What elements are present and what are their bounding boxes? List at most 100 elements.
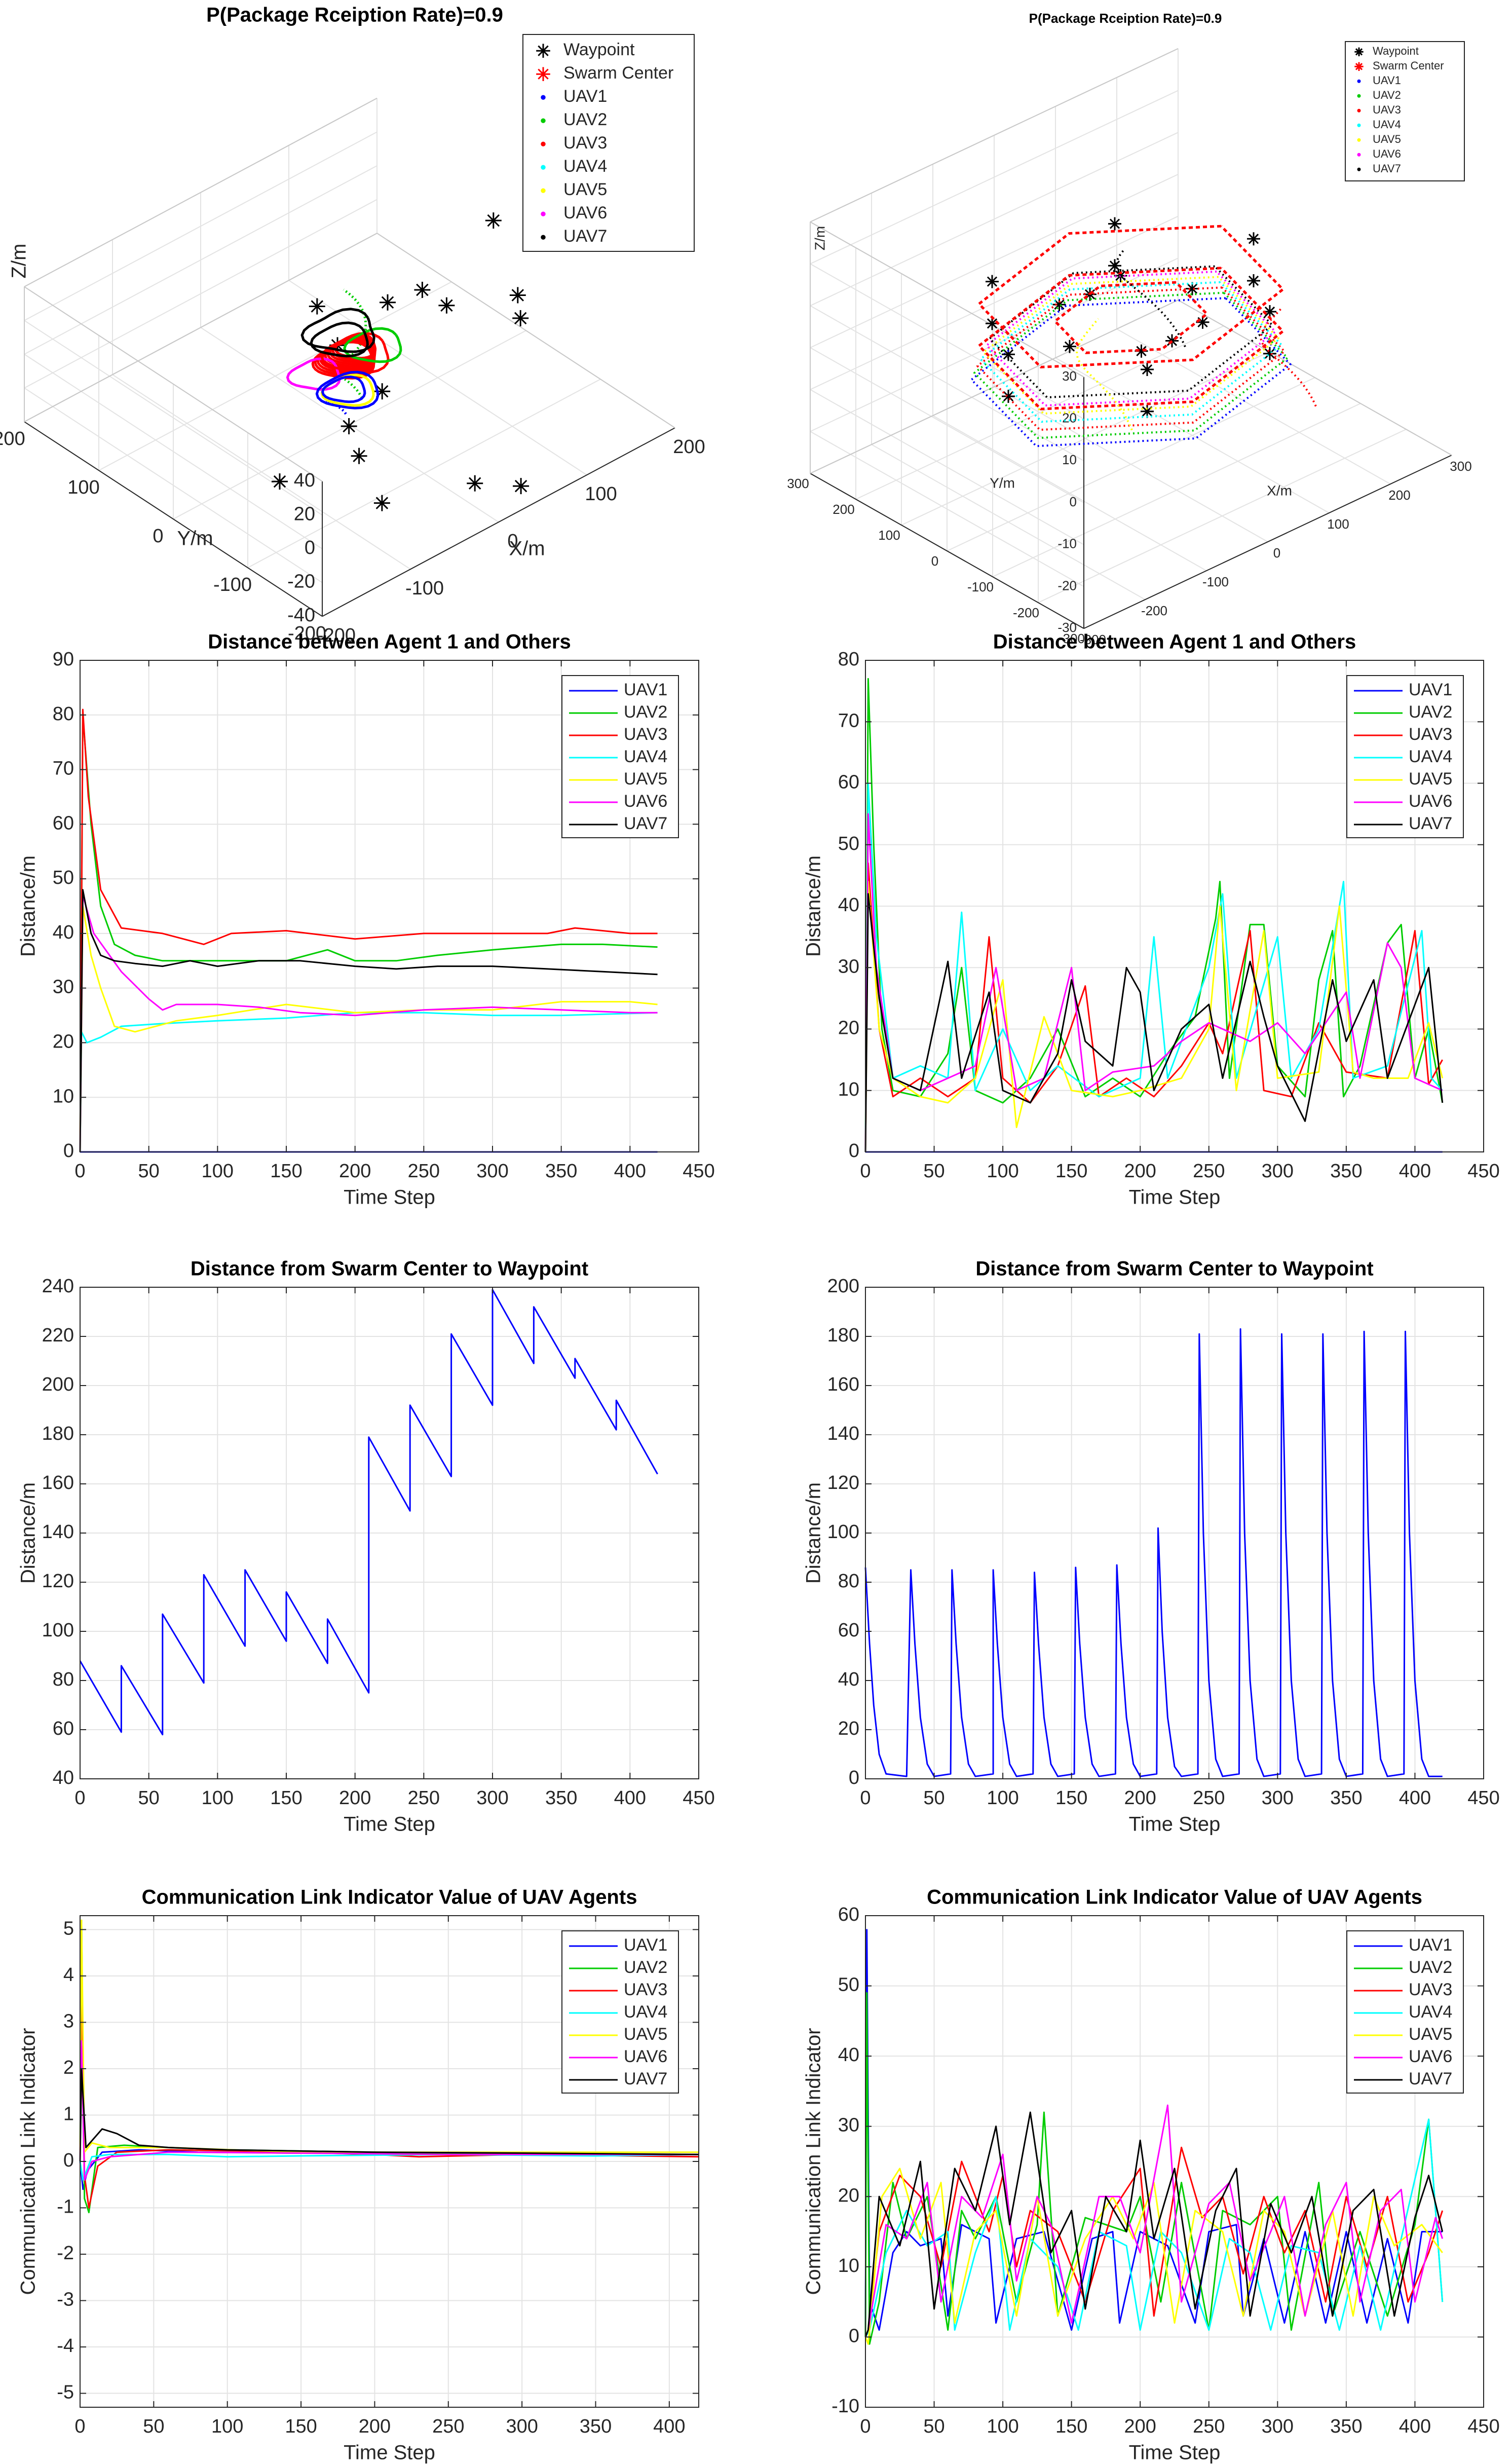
legend-label: UAV6 bbox=[1373, 147, 1401, 160]
asterisk-stroke bbox=[343, 420, 355, 433]
legend-label: UAV3 bbox=[563, 133, 607, 153]
waypoint-marker bbox=[438, 297, 455, 314]
y-tick-label: 50 bbox=[838, 1974, 859, 1996]
x-tick-label: 450 bbox=[683, 1161, 714, 1182]
x-tick-label: 400 bbox=[614, 1161, 646, 1182]
uav1-trajectory bbox=[315, 370, 380, 409]
y-tick-label: 40 bbox=[53, 922, 74, 943]
y-axis-label: Distance/m bbox=[803, 1482, 825, 1584]
chart-title: Distance from Swarm Center to Waypoint bbox=[975, 1258, 1373, 1280]
legend-label: UAV6 bbox=[624, 2047, 667, 2066]
waypoint-marker bbox=[986, 275, 999, 288]
legend-label: UAV6 bbox=[1409, 2047, 1452, 2066]
asterisk-stroke bbox=[1054, 299, 1065, 310]
legend-label: UAV7 bbox=[624, 2069, 667, 2088]
asterisk-stroke bbox=[440, 299, 453, 312]
legend-marker bbox=[541, 235, 546, 240]
x-tick-label: 0 bbox=[860, 2416, 871, 2437]
x-tick-label: 400 bbox=[1399, 1787, 1431, 1809]
y-tick-label: -3 bbox=[57, 2289, 74, 2310]
grid-floor bbox=[855, 325, 1224, 500]
box-edge bbox=[24, 286, 323, 482]
asterisk-stroke bbox=[311, 300, 324, 313]
uav-trajectory-dotted bbox=[973, 291, 1289, 439]
chart-title: Distance between Agent 1 and Others bbox=[208, 631, 571, 653]
y-tick-label: -100 bbox=[213, 574, 252, 595]
x-tick-label: 50 bbox=[923, 1787, 944, 1809]
x-tick-label: 200 bbox=[339, 1161, 371, 1182]
asterisk-stroke bbox=[353, 450, 365, 462]
chart-swarm_right: 0 50 100 150 200 250 300 350 400 450 0 20 40 60 80 100 1… bbox=[803, 1258, 1500, 1836]
asterisk-stroke bbox=[1142, 364, 1153, 375]
x-tick-label: 300 bbox=[1262, 2416, 1294, 2437]
uav-trajectory-dotted bbox=[970, 297, 1292, 447]
ticks: 0 50 100 150 200 250 300 350 400 450 40 60 80 100 120 1… bbox=[42, 1276, 715, 1809]
uav-trajectory-dotted bbox=[979, 281, 1282, 423]
legend-label: UAV5 bbox=[624, 769, 667, 789]
waypoint-marker bbox=[509, 287, 526, 304]
y-tick-label: 200 bbox=[0, 428, 25, 450]
y-tick-label: -10 bbox=[831, 2396, 859, 2417]
x-axis-line bbox=[322, 427, 675, 617]
legend-label: UAV2 bbox=[563, 110, 607, 129]
x-tick-label: 300 bbox=[1262, 1161, 1294, 1182]
grid-floor bbox=[901, 351, 1270, 526]
uav2-trajectory bbox=[332, 288, 367, 399]
x-tick-label: 100 bbox=[987, 1161, 1018, 1182]
y-tick-label: 0 bbox=[153, 526, 163, 547]
x-tick-label: 250 bbox=[1193, 1787, 1225, 1809]
legend-label: UAV1 bbox=[1409, 680, 1452, 699]
legend-label: UAV5 bbox=[624, 2025, 667, 2044]
y-tick-label: 70 bbox=[53, 758, 74, 779]
legend-marker bbox=[1357, 167, 1361, 171]
series-line-uav7 bbox=[79, 2068, 699, 2162]
x-tick-label: -100 bbox=[1202, 574, 1229, 589]
x-tick-label: 200 bbox=[1124, 2416, 1156, 2437]
x-tick-label: 400 bbox=[1399, 2416, 1431, 2437]
grid-wall bbox=[810, 305, 1084, 462]
x-axis-line bbox=[1083, 455, 1452, 629]
legend-label: UAV3 bbox=[624, 725, 667, 744]
series-line-uav6 bbox=[864, 813, 1443, 1152]
y-tick-label: 140 bbox=[827, 1423, 859, 1444]
chart-title: Distance from Swarm Center to Waypoint bbox=[191, 1258, 588, 1280]
y-tick-label: 300 bbox=[787, 476, 809, 491]
y-axis-label: Communication Link Indicator bbox=[803, 2028, 825, 2295]
x-axis-label: Time Step bbox=[1129, 2442, 1221, 2464]
legend-marker bbox=[1355, 48, 1363, 56]
legend-marker bbox=[541, 211, 546, 216]
grid-wall bbox=[24, 131, 377, 321]
legend-label: UAV5 bbox=[563, 180, 607, 199]
series-line-uav1 bbox=[864, 1929, 1443, 2337]
x-tick-label: 50 bbox=[138, 1161, 160, 1182]
grid bbox=[80, 1916, 699, 2407]
waypoint-marker bbox=[1052, 297, 1066, 311]
x-tick-label: 200 bbox=[1124, 1787, 1156, 1809]
uav2-trajectory bbox=[343, 327, 402, 363]
grid-wall bbox=[810, 215, 1179, 390]
legend-marker bbox=[538, 45, 549, 56]
z-tick-label: 0 bbox=[1070, 494, 1077, 509]
y-tick-label: 60 bbox=[53, 812, 74, 834]
series-line-uav7 bbox=[79, 889, 658, 1152]
legend-label: Swarm Center bbox=[563, 63, 673, 83]
y-tick-label: 100 bbox=[42, 1620, 74, 1641]
x-tick-label: 300 bbox=[1450, 459, 1471, 474]
z-tick-label: 10 bbox=[1062, 452, 1077, 467]
x-axis-label: Time Step bbox=[344, 1813, 435, 1836]
grid-wall bbox=[810, 90, 1179, 265]
chart-comm_left: 0 50 100 150 200 250 300 350 400 -5 -4 -3 -2 -1 0 1 2 3 4 5… bbox=[17, 1886, 699, 2464]
y-tick-label: 100 bbox=[827, 1521, 859, 1543]
y-tick-label: 20 bbox=[53, 1031, 74, 1052]
ticks: 0 50 100 150 200 250 300 350 400 450 0 10 20 30 40 50 60… bbox=[53, 649, 715, 1182]
series-line-uav3 bbox=[79, 708, 658, 1152]
y-tick-label: 50 bbox=[53, 867, 74, 888]
y-tick-label: 0 bbox=[931, 553, 938, 569]
legend-label: UAV4 bbox=[624, 747, 667, 766]
x-tick-label: 300 bbox=[1262, 1787, 1294, 1809]
uav1-trajectory bbox=[324, 399, 347, 415]
x-tick-label: 250 bbox=[432, 2416, 464, 2437]
waypoint-marker bbox=[467, 475, 483, 492]
z-tick-label: 30 bbox=[1062, 368, 1077, 384]
x-tick-label: 50 bbox=[923, 2416, 944, 2437]
